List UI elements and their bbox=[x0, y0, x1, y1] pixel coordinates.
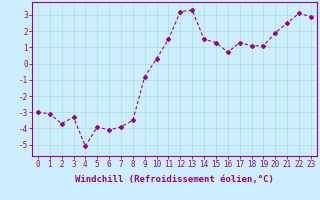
X-axis label: Windchill (Refroidissement éolien,°C): Windchill (Refroidissement éolien,°C) bbox=[75, 175, 274, 184]
